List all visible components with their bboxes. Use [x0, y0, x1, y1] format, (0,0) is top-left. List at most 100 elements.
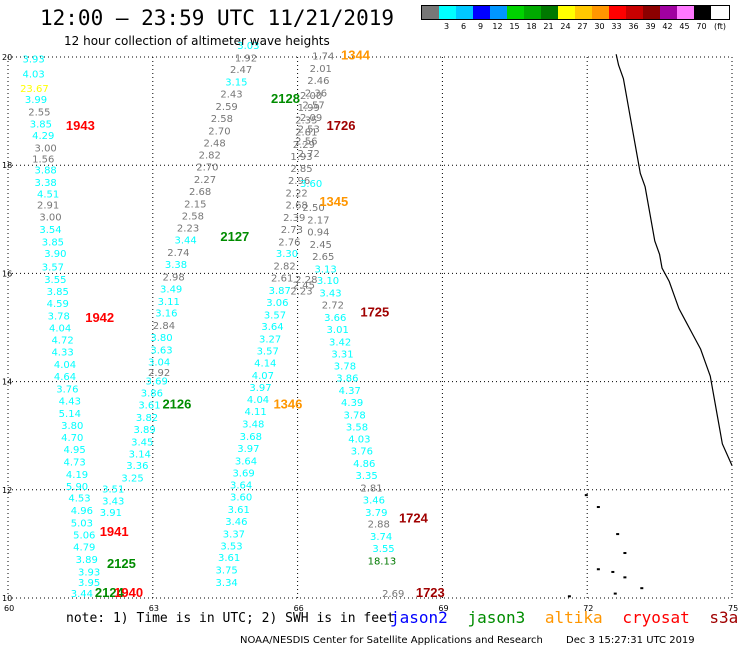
wave-height-value: 3.87	[269, 286, 291, 297]
wave-height-value: 3.03	[237, 41, 259, 52]
island-marker	[596, 506, 600, 509]
legend-s3a: s3a	[709, 608, 739, 627]
wave-height-value: 2.35	[295, 116, 317, 127]
wave-height-value: 2.69	[382, 589, 404, 600]
colorbar-swatch	[626, 6, 643, 19]
wave-height-value: 3.55	[372, 544, 394, 555]
wave-height-value: 3.88	[35, 165, 57, 176]
wave-height-value: 4.03	[22, 70, 44, 81]
wave-height-value: 2.46	[307, 76, 329, 87]
wave-height-value: 2.53	[298, 125, 320, 136]
colorbar-swatch	[558, 6, 575, 19]
wave-height-value: 1.92	[235, 53, 257, 64]
colorbar-swatch	[490, 6, 507, 19]
wave-height-value: 3.97	[249, 383, 271, 394]
wave-height-value: 3.61	[218, 553, 240, 564]
wave-height-value: 23.67	[20, 84, 49, 95]
wave-height-value: 5.03	[71, 519, 93, 530]
page-subtitle: 12 hour collection of altimeter wave hei…	[64, 34, 330, 48]
wave-height-value: 3.93	[22, 54, 44, 65]
lat-tick-label: 18	[2, 161, 12, 170]
colorbar-label: 30	[594, 22, 605, 31]
wave-height-value: 3.36	[126, 461, 148, 472]
wave-height-value: 2.27	[194, 175, 216, 186]
wave-height-value: 4.86	[353, 459, 375, 470]
pass-time-label: 1346	[273, 397, 302, 412]
colorbar-swatch	[592, 6, 609, 19]
wave-height-value: 0.94	[307, 228, 329, 239]
wave-height-value: 3.64	[261, 322, 283, 333]
wave-height-value: 3.38	[35, 178, 57, 189]
wave-height-value: 3.16	[155, 309, 177, 320]
wave-height-value: 3.45	[131, 437, 153, 448]
colorbar-swatches	[421, 5, 730, 20]
wave-height-value: 4.07	[252, 371, 274, 382]
wave-height-value: 4.04	[247, 395, 269, 406]
colorbar-label: 33	[611, 22, 622, 31]
wave-height-value: 3.53	[220, 541, 242, 552]
wave-height-value: 3.00	[35, 144, 57, 155]
pass-time-label: 2125	[107, 556, 136, 571]
wave-height-value: 3.79	[365, 508, 387, 519]
wave-height-value: 4.04	[49, 323, 71, 334]
wave-height-value: 3.37	[223, 529, 245, 540]
pass-time-label: 1724	[399, 510, 429, 525]
wave-height-value: 3.60	[300, 179, 322, 190]
wave-height-value: 3.85	[30, 119, 52, 130]
colorbar-swatch	[422, 6, 439, 19]
wave-height-value: 3.57	[257, 347, 279, 358]
wave-height-value: 3.54	[39, 225, 61, 236]
wave-height-value: 3.43	[319, 289, 341, 300]
colorbar-label: 39	[645, 22, 656, 31]
island-marker	[623, 552, 627, 555]
wave-height-value: 2.23	[177, 224, 199, 235]
wave-height-value: 3.11	[158, 297, 180, 308]
wave-height-value: 2.84	[153, 321, 175, 332]
wave-height-value: 2.91	[37, 200, 59, 211]
footnote: note: 1) Time is in UTC; 2) SWH is in fe…	[66, 611, 395, 626]
wave-height-value: 2.36	[305, 88, 327, 99]
wave-height-value: 3.69	[146, 376, 168, 387]
pass-time-label: 1344	[341, 48, 371, 63]
wave-height-value: 2.43	[220, 90, 242, 101]
pass-time-label: 1943	[66, 118, 95, 133]
wave-height-value: 2.57	[302, 100, 324, 111]
wave-height-values: 3.934.0323.673.992.553.854.293.001.563.8…	[20, 41, 404, 600]
legend-cryosat: cryosat	[622, 608, 690, 627]
wave-height-value: 2.55	[28, 107, 50, 118]
wave-height-value: 4.43	[59, 396, 81, 407]
wave-height-value: 3.43	[102, 496, 124, 507]
wave-height-value: 4.59	[47, 299, 69, 310]
colorbar-swatch	[643, 6, 660, 19]
wave-height-value: 2.81	[360, 483, 382, 494]
pass-time-label: 1345	[319, 194, 348, 209]
wave-height-value: 3.61	[138, 401, 160, 412]
colorbar-label: 9	[477, 22, 484, 31]
wave-height-value: 3.85	[47, 287, 69, 298]
wave-height-value: 3.44	[175, 236, 197, 247]
wave-height-value: 3.46	[225, 517, 247, 528]
wave-height-value: 3.76	[351, 447, 373, 458]
pass-time-label: 2127	[220, 229, 249, 244]
wave-height-value: 3.06	[266, 298, 288, 309]
wave-height-value: 3.75	[216, 566, 238, 577]
wave-height-value: 3.15	[225, 78, 247, 89]
island-marker	[623, 576, 627, 579]
wave-height-value: 2.88	[368, 520, 390, 531]
lat-tick-label: 20	[2, 53, 12, 62]
wave-height-value: 3.80	[150, 333, 172, 344]
lon-tick-label: 63	[149, 604, 159, 613]
colorbar-label: 27	[577, 22, 588, 31]
colorbar-swatch	[507, 6, 524, 19]
coastline-path	[615, 54, 733, 466]
wave-height-value: 2.76	[278, 237, 300, 248]
wave-height-value: 5.90	[66, 482, 88, 493]
wave-height-value: 4.04	[54, 360, 76, 371]
wave-height-value: 4.39	[341, 398, 363, 409]
wave-height-value: 2.00	[300, 91, 322, 102]
wave-height-value: 3.58	[346, 422, 368, 433]
wave-height-value: 2.22	[286, 189, 308, 200]
wave-height-value: 3.51	[102, 485, 124, 496]
wave-height-value: 3.25	[121, 474, 143, 485]
